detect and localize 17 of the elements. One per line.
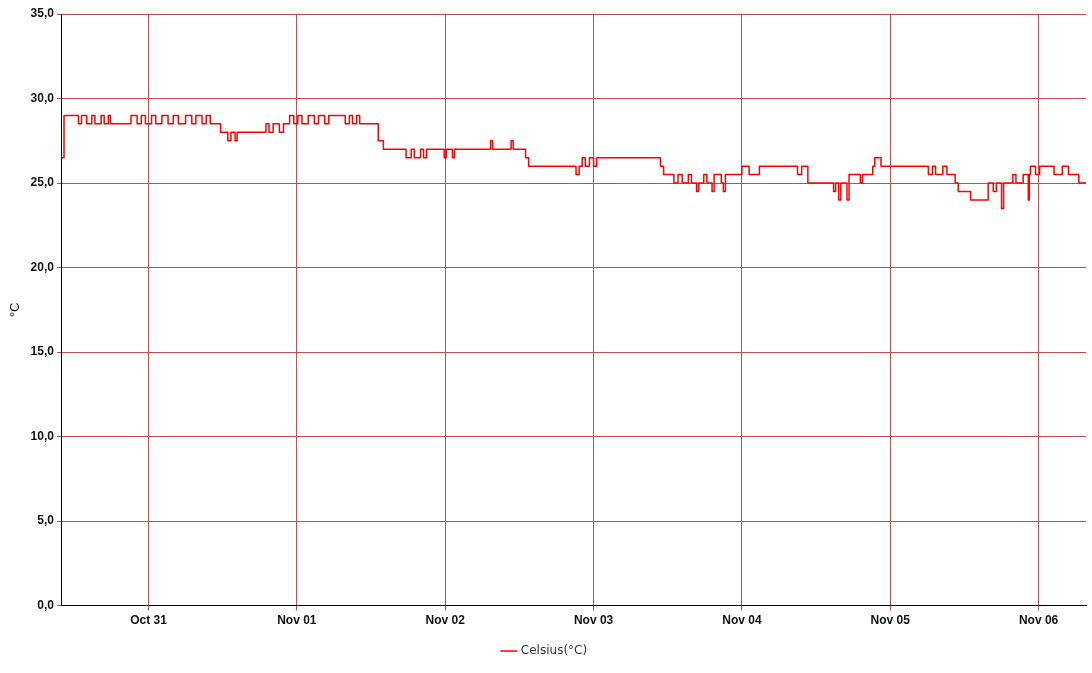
x-tick-label: Nov 01 bbox=[277, 613, 317, 628]
x-tick-label: Nov 06 bbox=[1018, 613, 1059, 628]
y-tick-label: 25,0 bbox=[30, 175, 55, 190]
x-tick-label: Nov 04 bbox=[722, 613, 762, 628]
y-tick-label: 0,0 bbox=[37, 597, 55, 612]
legend-label: Celsius(°C) bbox=[520, 643, 588, 658]
y-tick-label: 20,0 bbox=[30, 259, 55, 274]
y-axis-title: °C bbox=[7, 302, 23, 318]
y-tick-label: 30,0 bbox=[30, 90, 55, 105]
y-tick-label: 5,0 bbox=[37, 513, 55, 528]
y-tick-label: 35,0 bbox=[30, 6, 55, 21]
x-tick-label: Nov 03 bbox=[573, 613, 614, 628]
x-tick-label: Nov 02 bbox=[425, 613, 466, 628]
y-tick-label: 15,0 bbox=[30, 344, 55, 359]
x-tick-label: Nov 05 bbox=[870, 613, 911, 628]
x-tick-label: Oct 31 bbox=[130, 613, 168, 628]
y-tick-label: 10,0 bbox=[30, 428, 55, 443]
